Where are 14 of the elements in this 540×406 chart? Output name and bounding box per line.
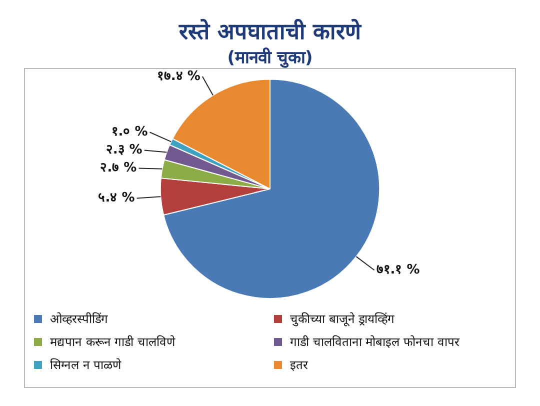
legend-label: गाडी चालविताना मोबाइल फोनचा वापर — [290, 334, 460, 350]
data-label: १.० % — [111, 124, 148, 140]
data-label: १७.४ % — [156, 68, 200, 84]
data-label: २.३ % — [106, 142, 142, 158]
chart-subtitle: (मानवी चुका) — [227, 47, 313, 68]
data-label: ५.४ % — [98, 190, 135, 206]
legend-label: मद्यपान करून गाडी चालविणे — [50, 334, 176, 350]
legend-label: इतर — [290, 357, 308, 373]
legend-label: चुकीच्या बाजूने ड्रायव्हिंग — [290, 311, 395, 327]
chart-title: रस्ते अपघाताची कारणे — [178, 18, 362, 45]
data-label: ७१.१ % — [376, 262, 420, 278]
data-label: २.७ % — [100, 160, 137, 176]
legend-label: ओव्हरस्पीडिंग — [50, 311, 108, 327]
legend-label: सिग्नल न पाळणे — [50, 357, 122, 373]
